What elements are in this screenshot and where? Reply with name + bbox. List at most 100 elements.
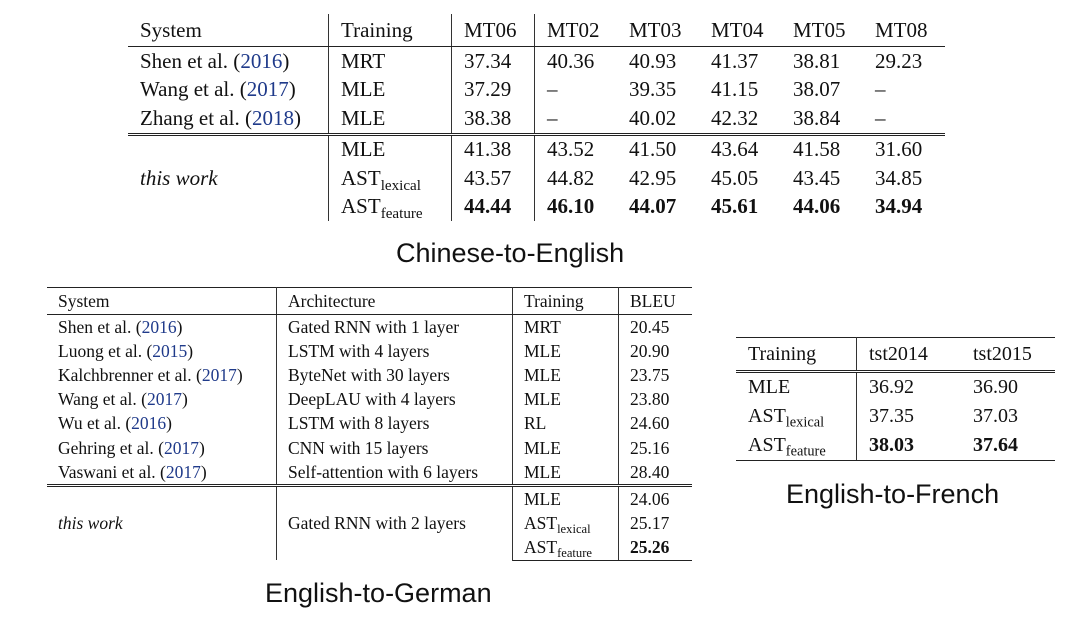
system-name: Zhang et al. ( bbox=[140, 105, 252, 130]
training-cell: ASTfeature bbox=[736, 431, 857, 461]
training-cell: MLE bbox=[328, 132, 452, 164]
score-cell: 38.84 bbox=[793, 105, 841, 130]
system-paren: ) bbox=[200, 461, 207, 482]
en-fr-caption: English-to-French bbox=[786, 479, 1000, 509]
system-paren: ) bbox=[198, 437, 205, 458]
training-cell: MLE bbox=[328, 104, 452, 134]
header-tst2014: tst2014 bbox=[856, 337, 961, 372]
citation-link[interactable]: 2017 bbox=[201, 364, 237, 385]
training-method: MLE bbox=[341, 137, 386, 162]
training-subscript: feature bbox=[380, 206, 423, 223]
header-tst2015: tst2015 bbox=[961, 337, 1055, 372]
architecture-cell: LSTM with 4 layers bbox=[276, 339, 513, 364]
score-cell: – bbox=[875, 77, 886, 102]
training-method: AST bbox=[748, 405, 786, 427]
table-header-row: System Architecture Training BLEU bbox=[47, 287, 692, 315]
header-system: System bbox=[128, 14, 329, 47]
table-row: this work Gated RNN with 2 layers MLE 24… bbox=[47, 484, 692, 561]
score-cell: 36.90 bbox=[961, 370, 1055, 402]
training-cell: MRT bbox=[328, 46, 452, 76]
best-score-cell: 45.61 bbox=[711, 194, 759, 219]
training-method: AST bbox=[341, 165, 381, 190]
score-cell: – bbox=[547, 77, 558, 102]
score-cell: 40.36 bbox=[534, 46, 617, 76]
zh-en-results-table: System Training MT06 MT02 MT03 MT04 MT05… bbox=[128, 14, 945, 223]
system-cell: Wang et al. (2017) bbox=[128, 75, 329, 104]
citation-link[interactable]: 2017 bbox=[146, 389, 182, 410]
bleu-cell: 25.17 bbox=[630, 513, 670, 534]
citation-link[interactable]: 2015 bbox=[152, 340, 188, 361]
bleu-cell: 24.06 bbox=[618, 484, 692, 512]
this-work-label: this work bbox=[128, 132, 329, 221]
en-fr-results-table: Training tst2014 tst2015 MLE 36.92 36.90… bbox=[736, 337, 1055, 461]
header-training: Training bbox=[328, 14, 452, 47]
system-paren: ) bbox=[293, 105, 301, 130]
citation-link[interactable]: 2016 bbox=[131, 413, 167, 434]
table-row: Shen et al. (2016) MRT 37.34 40.36 40.93… bbox=[128, 46, 945, 76]
table-row: Kalchbrenner et al. (2017) ByteNet with … bbox=[47, 363, 692, 388]
this-work-label: this work bbox=[47, 484, 277, 561]
training-method: AST bbox=[524, 537, 558, 558]
score-cell: 43.45 bbox=[793, 165, 841, 190]
table-row: ASTlexical 25.17 bbox=[47, 511, 692, 536]
system-name: Wang et al. ( bbox=[58, 389, 147, 410]
architecture-cell: Self-attention with 6 layers bbox=[276, 460, 513, 486]
zh-en-caption: Chinese-to-English bbox=[396, 238, 625, 268]
bleu-cell: 20.90 bbox=[630, 340, 670, 361]
citation-link[interactable]: 2017 bbox=[165, 461, 201, 482]
training-cell: ASTfeature bbox=[512, 535, 619, 561]
architecture-cell: Gated RNN with 2 layers bbox=[276, 484, 513, 561]
table-row: ASTlexical 43.57 44.82 42.95 45.05 43.45… bbox=[128, 164, 945, 193]
system-name: Wang et al. ( bbox=[140, 77, 247, 102]
score-cell: 41.15 bbox=[711, 77, 759, 102]
training-method: AST bbox=[748, 434, 786, 456]
system-name: Shen et al. ( bbox=[140, 48, 241, 73]
training-subscript: lexical bbox=[785, 414, 825, 431]
en-de-results-table: System Architecture Training BLEU Shen e… bbox=[47, 287, 692, 561]
header-mt05: MT05 bbox=[781, 14, 863, 47]
system-cell: Vaswani et al. (2017) bbox=[47, 460, 277, 486]
header-mt04: MT04 bbox=[699, 14, 781, 47]
architecture-cell: ByteNet with 30 layers bbox=[276, 363, 513, 388]
system-name: Vaswani et al. ( bbox=[58, 461, 166, 482]
system-name: Kalchbrenner et al. ( bbox=[58, 364, 202, 385]
architecture-cell: DeepLAU with 4 layers bbox=[276, 387, 513, 412]
citation-link[interactable]: 2016 bbox=[240, 48, 283, 73]
table-header-row: System Training MT06 MT02 MT03 MT04 MT05… bbox=[128, 14, 945, 47]
citation-link[interactable]: 2017 bbox=[163, 437, 199, 458]
training-cell: MLE bbox=[512, 387, 619, 412]
header-mt06: MT06 bbox=[451, 14, 535, 47]
table-row: ASTfeature 38.03 37.64 bbox=[736, 431, 1055, 461]
training-cell: ASTlexical bbox=[512, 511, 619, 536]
citation-link[interactable]: 2017 bbox=[246, 77, 289, 102]
table-row: Luong et al. (2015) LSTM with 4 layers M… bbox=[47, 339, 692, 364]
training-cell: ASTfeature bbox=[328, 192, 452, 223]
score-cell: 38.81 bbox=[781, 46, 863, 76]
table-row: Zhang et al. (2018) MLE 38.38 – 40.02 42… bbox=[128, 104, 945, 134]
score-cell: 41.37 bbox=[699, 46, 781, 76]
training-method: AST bbox=[341, 194, 381, 219]
best-score-cell: 44.07 bbox=[629, 194, 677, 219]
score-cell: 41.38 bbox=[451, 132, 535, 164]
bleu-cell: 28.40 bbox=[630, 461, 670, 482]
bleu-cell: 24.60 bbox=[630, 413, 670, 434]
training-cell: MLE bbox=[328, 75, 452, 104]
training-method: MLE bbox=[524, 488, 561, 509]
system-paren: ) bbox=[236, 364, 243, 385]
table-row: ASTfeature 44.44 46.10 44.07 45.61 44.06… bbox=[128, 192, 945, 223]
score-cell: 43.57 bbox=[451, 164, 535, 193]
score-cell: 38.38 bbox=[451, 104, 535, 134]
citation-link[interactable]: 2016 bbox=[141, 316, 177, 337]
system-paren: ) bbox=[288, 77, 296, 102]
system-cell: Luong et al. (2015) bbox=[47, 339, 277, 364]
bleu-cell: 23.80 bbox=[630, 389, 670, 410]
training-subscript: lexical bbox=[380, 177, 421, 194]
header-mt03: MT03 bbox=[617, 14, 699, 47]
en-de-caption: English-to-German bbox=[265, 578, 492, 608]
score-cell: – bbox=[875, 105, 886, 130]
training-subscript: feature bbox=[785, 443, 826, 460]
score-cell: 43.52 bbox=[534, 132, 617, 164]
architecture-cell: Gated RNN with 1 layer bbox=[276, 314, 513, 340]
score-cell: 37.35 bbox=[869, 405, 914, 427]
citation-link[interactable]: 2018 bbox=[251, 105, 294, 130]
